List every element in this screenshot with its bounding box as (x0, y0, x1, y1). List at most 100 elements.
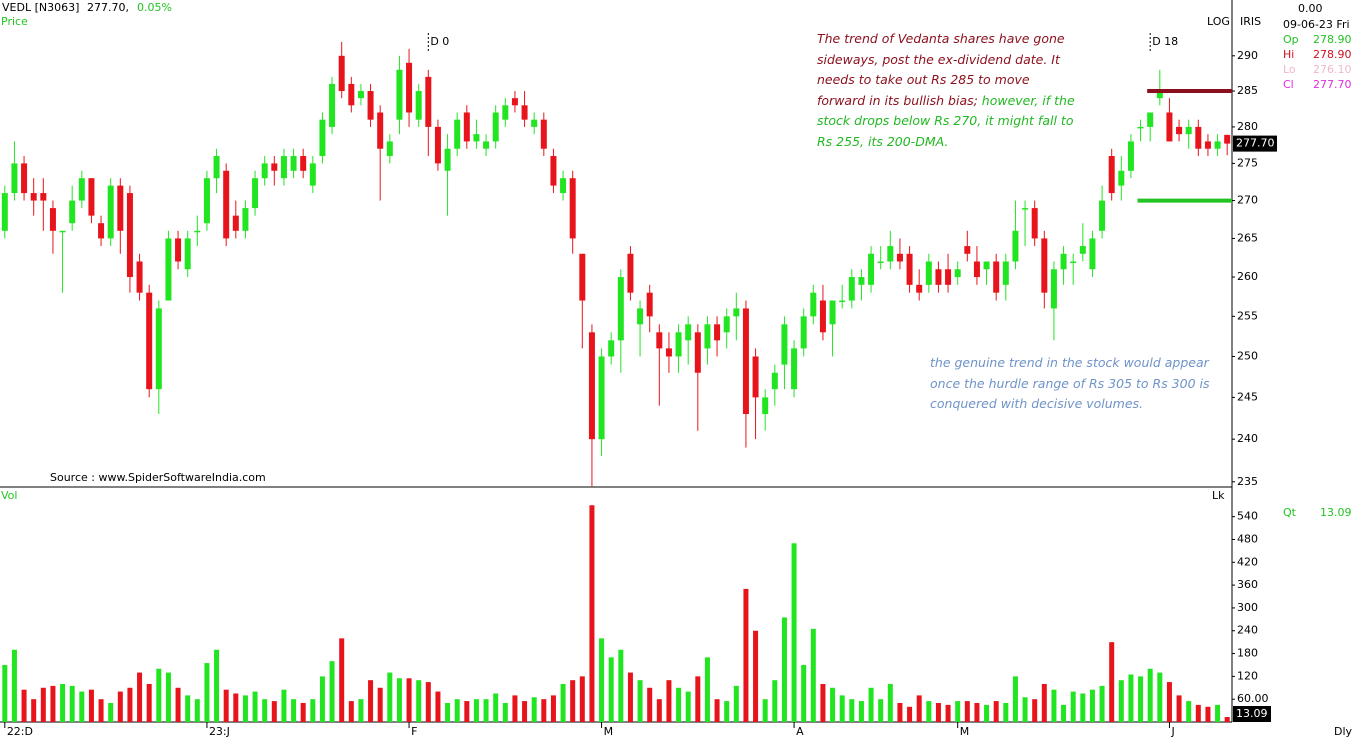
volume-bar (223, 689, 229, 722)
candle-body (1204, 141, 1211, 149)
candle-body (155, 308, 162, 390)
volume-bar (319, 676, 325, 722)
volume-bar (377, 687, 383, 722)
volume-bar (79, 691, 85, 722)
candle-body (473, 134, 480, 142)
candle-body (165, 238, 172, 301)
volume-bar (714, 699, 720, 722)
volume-bar (1215, 704, 1221, 722)
volume-bar (637, 680, 643, 722)
annotation: The trend of Vedanta shares have gone si… (817, 29, 1079, 152)
candle-body (800, 316, 807, 349)
volume-bar (396, 678, 402, 722)
v-tick-label: 420 (1237, 555, 1258, 568)
candle-body (1185, 126, 1192, 135)
volume-bar (127, 687, 133, 722)
volume-bar (1128, 674, 1134, 722)
candle-body (261, 163, 268, 179)
v-tick-label: 540 (1237, 510, 1258, 523)
volume-bar (1070, 691, 1076, 722)
candle-body (98, 223, 105, 239)
volume-bar (21, 689, 27, 722)
candle-body (935, 269, 942, 285)
volume-bar (781, 617, 787, 722)
candle-body (1022, 208, 1029, 210)
candle-body (579, 253, 586, 301)
y-tick-label: 245 (1237, 390, 1258, 403)
candle-body (714, 324, 721, 341)
volume-bar (868, 687, 874, 722)
volume-bar (146, 683, 152, 722)
volume-bar (406, 678, 412, 722)
price-label: Price (1, 15, 28, 28)
candle-body (300, 156, 307, 171)
candle-body (954, 269, 961, 278)
candle-body (69, 200, 76, 224)
volume-bar (676, 687, 682, 722)
info-label: Op (1283, 33, 1299, 46)
candle-body (868, 253, 875, 285)
candle-body (848, 277, 855, 301)
volume-bar (88, 689, 94, 722)
volume-bar (1041, 683, 1047, 722)
candle-body (348, 83, 355, 106)
volume-bar (464, 701, 470, 722)
volume-bar (1003, 702, 1009, 722)
volume-bar (897, 702, 903, 722)
volume-bar (358, 699, 364, 722)
candle-body (203, 178, 210, 224)
info-value: 278.90 (1313, 48, 1352, 61)
volume-bar (512, 695, 518, 722)
candle-body (887, 246, 894, 262)
candle-body (588, 332, 595, 440)
candle-body (232, 215, 239, 231)
volume-bar (117, 691, 123, 722)
volume-bar (753, 630, 759, 722)
candle-body (1099, 200, 1106, 231)
candle-body (752, 356, 759, 398)
y-tick-label: 275 (1237, 156, 1258, 169)
volume-bar (1061, 704, 1067, 722)
volume-bar (1186, 701, 1192, 722)
volume-bar (310, 699, 316, 722)
volume-bar (262, 699, 268, 722)
volume-bar (1022, 697, 1028, 722)
volume-bar (531, 697, 537, 722)
vol-label: Vol (1, 489, 17, 502)
info-value: 277.70 (1313, 78, 1352, 91)
volume-bar (541, 699, 547, 722)
candle-body (983, 261, 990, 270)
volume-bar (175, 687, 181, 722)
volume-bar (560, 683, 566, 722)
volume-bar (445, 702, 451, 722)
candle-body (1050, 269, 1057, 309)
volume-bar (281, 689, 287, 722)
candle-body (656, 332, 663, 349)
candle-body (463, 112, 470, 142)
candle-body (560, 178, 567, 194)
candle-body (290, 156, 297, 171)
v-tick-label: 180 (1237, 647, 1258, 660)
y-tick-label: 280 (1237, 120, 1258, 133)
candle-body (444, 148, 451, 171)
candle-body (1147, 112, 1154, 127)
x-tick-label: 23:J (209, 725, 230, 738)
volume-bar (329, 661, 335, 722)
x-tick-label: F (411, 725, 417, 738)
x-tick-label: J (1170, 725, 1174, 738)
info-value: 276.10 (1313, 63, 1352, 76)
volume-bar (69, 685, 75, 722)
volume-bar (435, 691, 441, 722)
volume-bar (425, 682, 431, 722)
candle-body (1070, 261, 1077, 263)
volume-bar (194, 699, 200, 722)
candle-body (280, 156, 287, 179)
volume-bar (214, 649, 220, 722)
volume-bar (1080, 693, 1086, 722)
volume-bar (502, 702, 508, 722)
volume-bar (31, 699, 37, 722)
candle-body (483, 141, 490, 149)
candle-body (88, 178, 95, 216)
